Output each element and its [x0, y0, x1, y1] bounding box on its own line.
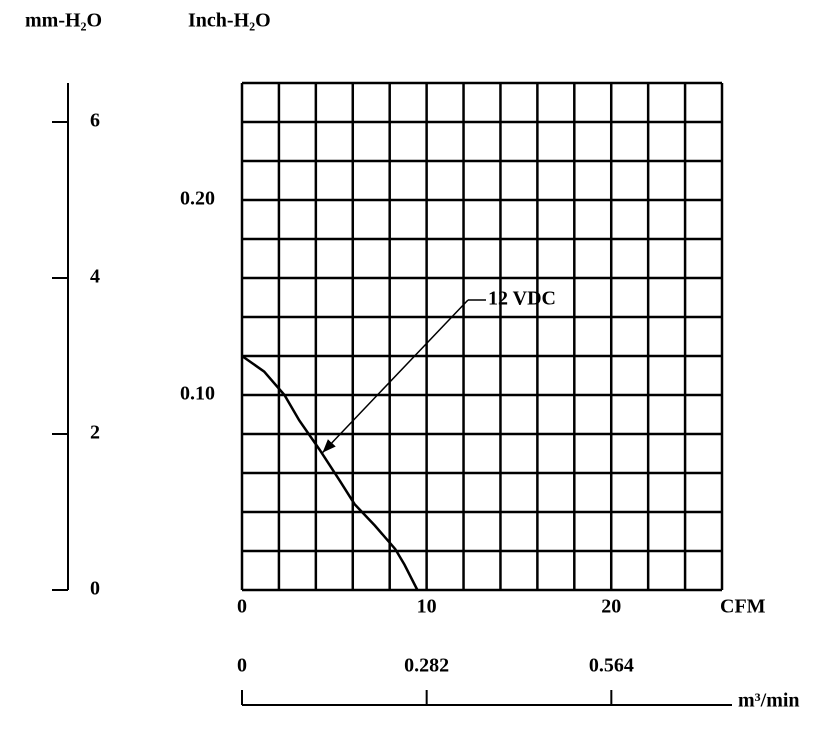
mm-tick-label: 2: [90, 422, 100, 444]
m3-tick-label: 0.282: [404, 655, 449, 677]
annotation: 12 VDC: [488, 288, 556, 310]
mm-tick-label: 4: [90, 266, 100, 288]
y-tick-label: 0.10: [180, 383, 215, 405]
annotation-arrow: [321, 299, 469, 454]
y-axis-label: Inch-H₂O: [188, 10, 271, 32]
mm-axis-label: mm-H₂O: [25, 10, 102, 32]
x-axis-label: CFM: [720, 596, 766, 618]
mm-tick-label: 0: [90, 578, 100, 600]
x-tick-label: 0: [237, 596, 247, 618]
m3-tick-label: 0: [237, 655, 247, 677]
m3-tick-label: 0.564: [589, 655, 634, 677]
curve: [241, 354, 419, 591]
x-tick-label: 20: [601, 596, 621, 618]
m3-axis-label: m³/min: [738, 690, 800, 712]
y-tick-label: 0.20: [180, 188, 215, 210]
mm-tick-label: 6: [90, 110, 100, 132]
x-tick-label: 10: [417, 596, 437, 618]
